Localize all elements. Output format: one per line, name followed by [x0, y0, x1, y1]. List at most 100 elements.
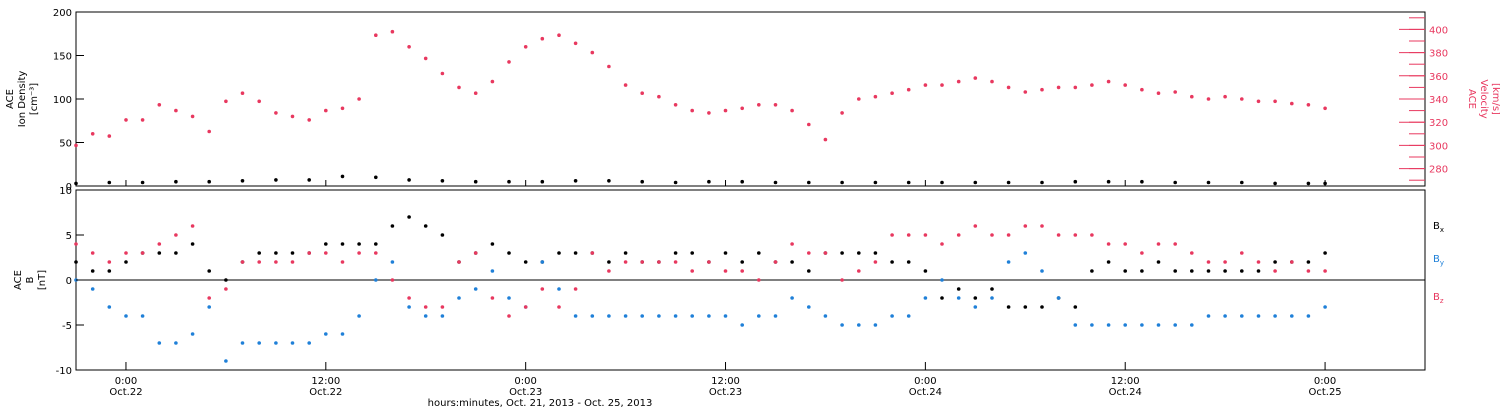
- bx-point: [107, 269, 112, 273]
- x-tick-time-label: 0:00: [1314, 376, 1336, 387]
- by-point: [557, 287, 561, 291]
- bz-point: [1006, 233, 1011, 237]
- velocity-point: [224, 99, 228, 104]
- by-point: [1140, 323, 1144, 327]
- density-point: [640, 179, 644, 184]
- by-point: [124, 314, 128, 318]
- velocity-point: [1273, 99, 1277, 104]
- legend-bz: Bz: [1433, 292, 1444, 305]
- bz-point: [357, 251, 361, 255]
- density-point: [607, 179, 611, 183]
- velocity-point: [573, 41, 578, 46]
- top-ylabel-line-3: [cm⁻³]: [29, 83, 40, 115]
- by-point: [890, 314, 894, 318]
- velocity-point: [807, 122, 811, 127]
- bz-point: [807, 251, 811, 255]
- bz-point: [1323, 269, 1327, 273]
- bz-point: [557, 305, 561, 309]
- bz-point: [207, 296, 211, 300]
- velocity-point: [1106, 79, 1111, 84]
- bz-point: [940, 242, 944, 246]
- density-point: [340, 174, 345, 179]
- by-point: [1240, 314, 1244, 318]
- top-y2-tick-label: 360: [1429, 72, 1448, 83]
- velocity-point: [823, 137, 828, 142]
- by-point: [1190, 323, 1194, 327]
- bx-point: [1256, 269, 1261, 273]
- by-point: [1106, 323, 1111, 327]
- by-point: [1156, 323, 1161, 327]
- bottom-panel-bx-points: [74, 215, 1327, 309]
- bx-point: [757, 251, 761, 255]
- x-tick-time-label: 12:00: [711, 376, 740, 387]
- density-point: [973, 180, 978, 185]
- top-y2label-line-3: [km/s]: [1490, 83, 1500, 115]
- by-point: [723, 314, 728, 318]
- top-right-axis: 280 300 320 340 360 380 400: [1399, 17, 1448, 181]
- top-panel-velocity-points: [74, 29, 1327, 148]
- top-y-tick-label: 100: [53, 95, 72, 106]
- by-point: [973, 305, 978, 309]
- by-point: [540, 260, 545, 264]
- bz-point: [790, 242, 794, 246]
- density-point: [1173, 180, 1177, 185]
- x-tick-time-label: 12:00: [1111, 376, 1140, 387]
- bx-point: [1273, 260, 1277, 264]
- top-ylabel-line-1: ACE: [5, 89, 16, 109]
- x-tick-date-label: Oct.22: [109, 387, 142, 398]
- density-point: [906, 180, 911, 185]
- bx-point: [740, 260, 744, 264]
- bx-point: [906, 260, 911, 264]
- by-point: [1073, 323, 1078, 327]
- density-point: [940, 180, 944, 185]
- bz-point: [1240, 251, 1244, 255]
- bz-point: [673, 260, 678, 264]
- bx-point: [840, 251, 844, 255]
- by-point: [1090, 323, 1094, 327]
- bx-point: [1156, 260, 1161, 264]
- by-point: [923, 296, 928, 300]
- bx-point: [440, 233, 445, 237]
- bz-point: [1073, 233, 1078, 237]
- velocity-point: [140, 118, 145, 122]
- bz-point: [140, 251, 145, 255]
- bz-point: [690, 269, 694, 273]
- bx-point: [74, 260, 78, 264]
- velocity-point: [1323, 106, 1327, 111]
- bottom-panel-by-points: [74, 251, 1327, 363]
- velocity-point: [1040, 87, 1044, 92]
- velocity-point: [257, 99, 262, 104]
- bz-point: [890, 233, 894, 237]
- bottom-y-tick-label: -5: [62, 321, 72, 332]
- x-tick-date-label: Oct.24: [909, 387, 942, 398]
- by-point: [1006, 260, 1011, 264]
- bz-point: [607, 269, 611, 273]
- by-point: [1223, 314, 1227, 318]
- by-point: [224, 359, 228, 363]
- bx-point: [390, 224, 395, 228]
- x-tick-date-label: Oct.24: [1109, 387, 1142, 398]
- top-y2-tick-label: 380: [1429, 49, 1448, 60]
- velocity-point: [790, 108, 794, 113]
- velocity-point: [740, 106, 744, 111]
- bz-point: [1190, 251, 1194, 255]
- top-y-tick-label: 50: [59, 139, 72, 150]
- velocity-point: [1190, 94, 1194, 99]
- top-y-tick-label: 0: [66, 182, 72, 193]
- bz-point: [74, 242, 78, 246]
- bz-point: [707, 260, 711, 264]
- bz-point: [290, 260, 295, 264]
- bz-point: [1056, 233, 1061, 237]
- density-point: [673, 180, 678, 185]
- bz-point: [840, 278, 844, 282]
- bz-point: [623, 260, 628, 264]
- bottom-y-tick-label: 5: [66, 231, 72, 242]
- velocity-point: [290, 114, 295, 119]
- velocity-point: [1090, 83, 1094, 87]
- top-y2-tick-label: 280: [1429, 165, 1448, 176]
- by-point: [823, 314, 828, 318]
- bx-point: [1223, 269, 1227, 273]
- by-point: [690, 314, 694, 318]
- velocity-point: [1056, 85, 1061, 90]
- by-point: [240, 341, 245, 345]
